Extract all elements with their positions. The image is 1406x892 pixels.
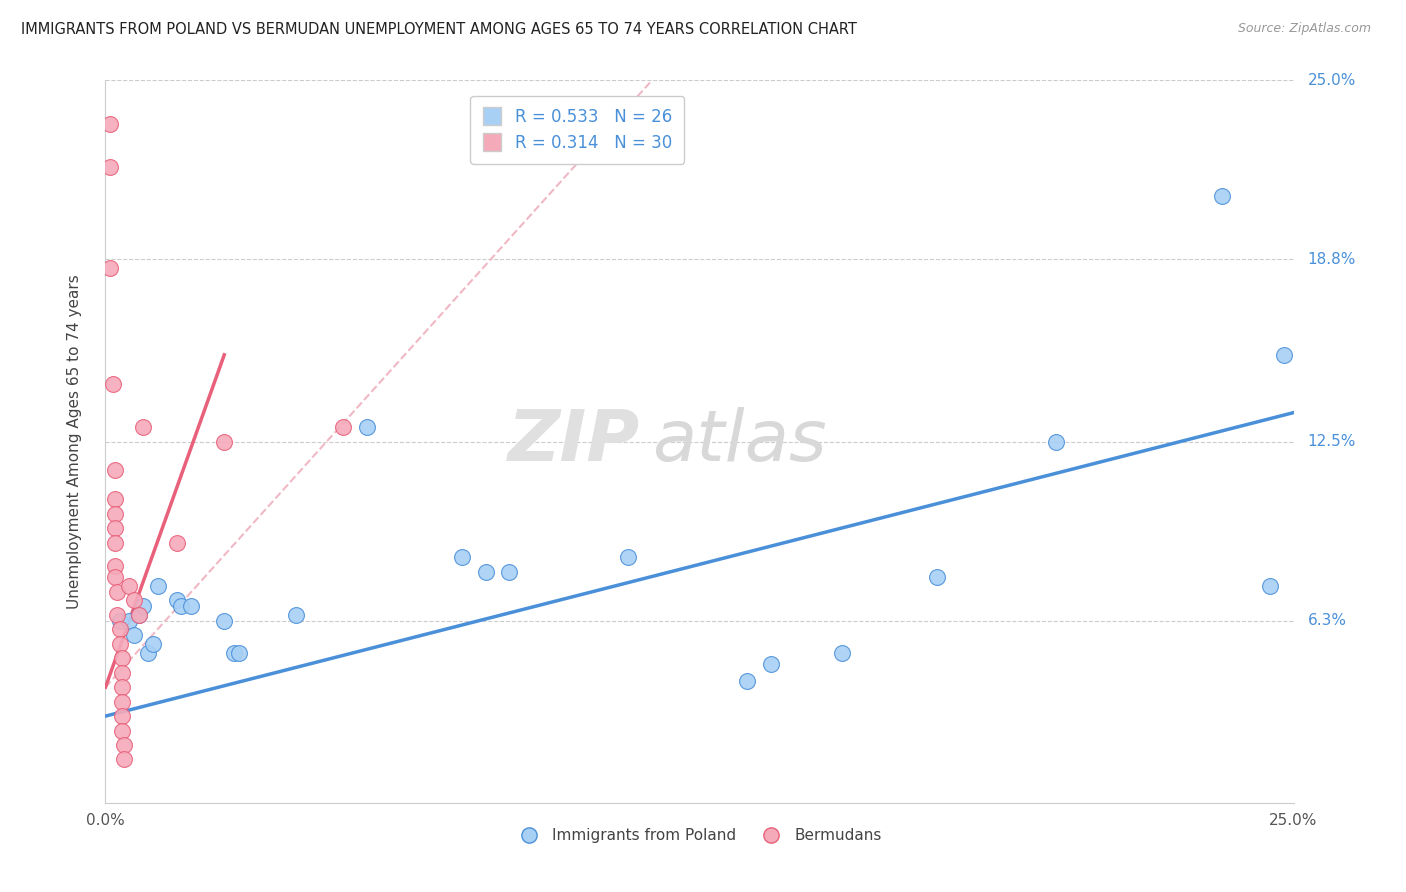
Text: Source: ZipAtlas.com: Source: ZipAtlas.com <box>1237 22 1371 36</box>
Point <box>1045 434 1067 449</box>
Point <box>108 623 131 637</box>
Point <box>132 599 155 614</box>
Point <box>128 607 150 622</box>
Point <box>114 738 136 752</box>
Point <box>136 646 159 660</box>
Point <box>146 579 169 593</box>
Point <box>118 614 141 628</box>
Text: 12.5%: 12.5% <box>1308 434 1357 449</box>
Point <box>759 657 782 671</box>
Point <box>111 680 134 694</box>
Point <box>474 565 496 579</box>
Point <box>166 593 188 607</box>
Point <box>1258 579 1281 593</box>
Text: 25.0%: 25.0% <box>1308 73 1357 87</box>
Point <box>132 420 155 434</box>
Y-axis label: Unemployment Among Ages 65 to 74 years: Unemployment Among Ages 65 to 74 years <box>67 274 82 609</box>
Text: IMMIGRANTS FROM POLAND VS BERMUDAN UNEMPLOYMENT AMONG AGES 65 TO 74 YEARS CORREL: IMMIGRANTS FROM POLAND VS BERMUDAN UNEMP… <box>21 22 858 37</box>
Point <box>118 579 141 593</box>
Point <box>617 550 640 565</box>
Point <box>1211 189 1233 203</box>
Point <box>104 492 127 507</box>
Point <box>104 535 127 549</box>
Text: atlas: atlas <box>652 407 827 476</box>
Text: ZIP: ZIP <box>508 407 640 476</box>
Point <box>98 160 121 174</box>
Point <box>111 723 134 738</box>
Point <box>735 674 758 689</box>
Point <box>284 607 307 622</box>
Point <box>104 521 127 535</box>
Point <box>104 463 127 477</box>
Legend: Immigrants from Poland, Bermudans: Immigrants from Poland, Bermudans <box>510 822 889 849</box>
Point <box>356 420 378 434</box>
Point <box>450 550 472 565</box>
Point <box>228 646 250 660</box>
Point <box>111 665 134 680</box>
Point <box>214 434 236 449</box>
Text: 18.8%: 18.8% <box>1308 252 1357 267</box>
Point <box>214 614 236 628</box>
Point <box>105 607 128 622</box>
Point <box>104 558 127 573</box>
Point <box>108 637 131 651</box>
Point <box>98 261 121 276</box>
Point <box>104 507 127 521</box>
Text: 6.3%: 6.3% <box>1308 613 1347 628</box>
Point <box>222 646 245 660</box>
Point <box>101 376 124 391</box>
Point <box>170 599 193 614</box>
Point <box>332 420 354 434</box>
Point <box>180 599 202 614</box>
Point <box>1272 348 1295 362</box>
Point <box>122 628 145 642</box>
Point <box>111 695 134 709</box>
Point <box>166 535 188 549</box>
Point <box>105 584 128 599</box>
Point <box>831 646 853 660</box>
Point <box>104 570 127 584</box>
Point <box>122 593 145 607</box>
Point <box>108 614 131 628</box>
Point <box>111 709 134 723</box>
Point <box>114 752 136 766</box>
Point <box>498 565 520 579</box>
Point <box>128 607 150 622</box>
Point <box>142 637 165 651</box>
Point <box>98 117 121 131</box>
Point <box>111 651 134 665</box>
Point <box>925 570 948 584</box>
